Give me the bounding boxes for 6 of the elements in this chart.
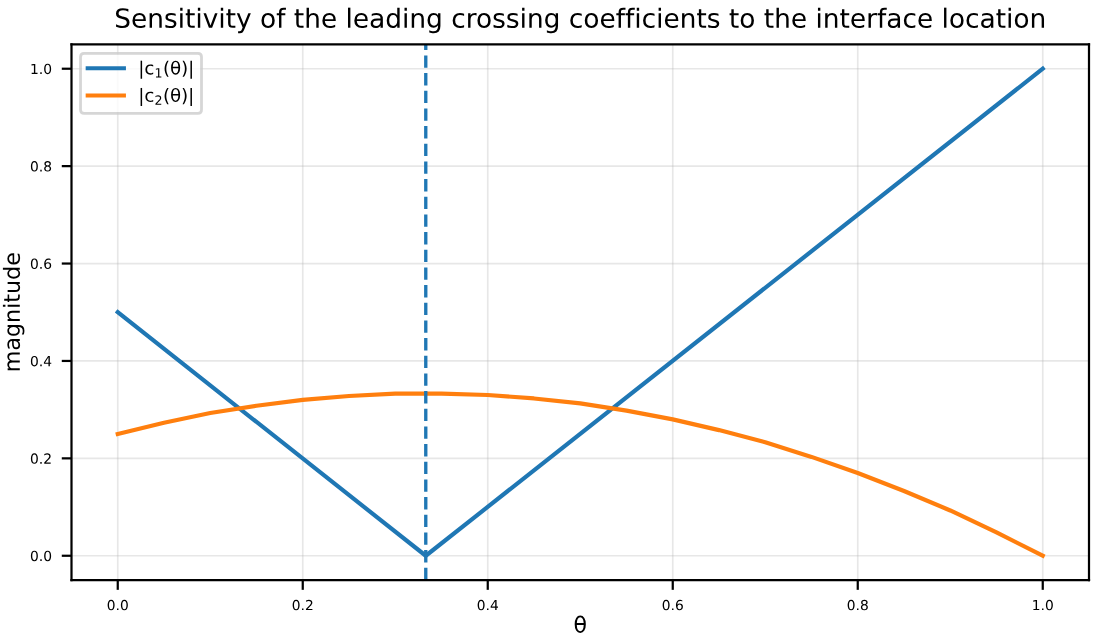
x-axis-title: θ bbox=[574, 615, 586, 633]
legend-label: |c$_{2}$(θ)| bbox=[140, 87, 192, 107]
line-series bbox=[115, 391, 1045, 558]
chart-title: Sensitivity of the leading crossing coefficients to the interface location bbox=[115, 7, 1045, 34]
legend-label: |c$_{1}$(θ)| bbox=[140, 60, 192, 79]
y-axis-title: magnitude bbox=[2, 253, 25, 371]
